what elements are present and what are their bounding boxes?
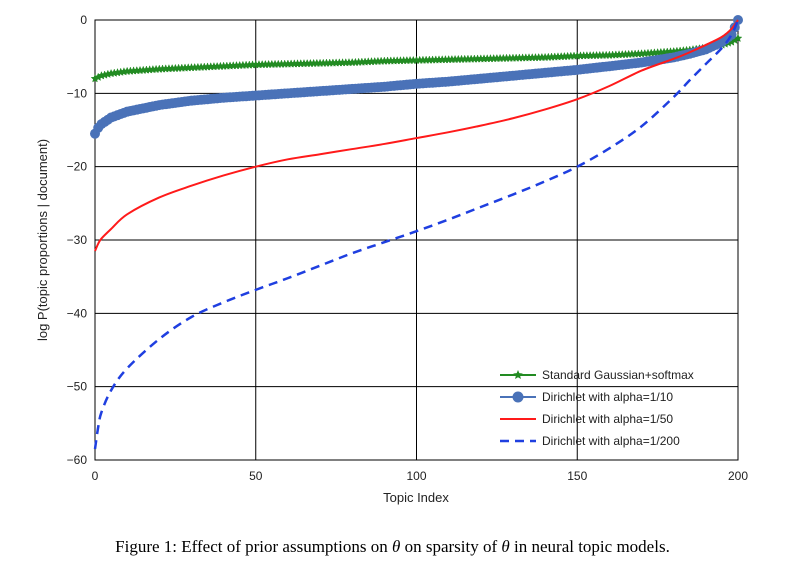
- y-tick-label: −20: [67, 160, 88, 174]
- legend-label: Dirichlet with alpha=1/50: [542, 412, 673, 426]
- series-2: [90, 15, 743, 139]
- tick-labels: 0 50 100 150 200 0 −10 −20 −30 −40 −50 −60: [67, 13, 749, 483]
- y-tick-label: −40: [67, 306, 88, 320]
- caption-prefix: Figure 1: Effect of prior assumptions on: [115, 537, 392, 556]
- x-axis-label: Topic Index: [383, 490, 449, 505]
- legend-item: Dirichlet with alpha=1/10: [500, 390, 673, 404]
- legend-label: Dirichlet with alpha=1/200: [542, 434, 680, 448]
- legend-marker: [512, 391, 524, 403]
- x-tick-label: 0: [92, 469, 99, 483]
- legend-label: Standard Gaussian+softmax: [542, 368, 694, 382]
- series-layer: [90, 15, 743, 450]
- y-tick-label: −60: [67, 453, 88, 467]
- legend-item: Dirichlet with alpha=1/50: [500, 412, 673, 426]
- x-tick-label: 50: [249, 469, 263, 483]
- series-line: [93, 19, 740, 450]
- legend-item: Dirichlet with alpha=1/200: [500, 434, 680, 448]
- chart: 0 50 100 150 200 0 −10 −20 −30 −40 −50 −60 Topic In…: [35, 13, 749, 505]
- legend-label: Dirichlet with alpha=1/10: [542, 390, 673, 404]
- y-tick-label: −50: [67, 380, 88, 394]
- x-tick-label: 100: [406, 469, 426, 483]
- y-axis-label: log P(topic proportions | document): [35, 139, 50, 341]
- x-tick-label: 150: [567, 469, 587, 483]
- y-tick-label: −30: [67, 233, 88, 247]
- caption-middle: on sparsity of: [400, 537, 502, 556]
- legend-marker: [513, 370, 523, 380]
- legend: Standard Gaussian+softmax Dirichlet with …: [500, 368, 694, 448]
- y-tick-label: −10: [67, 86, 88, 100]
- series-1: [90, 33, 743, 83]
- series-4: [93, 19, 740, 450]
- series-3: [94, 19, 739, 252]
- figure-caption: Figure 1: Effect of prior assumptions on…: [0, 537, 785, 557]
- legend-item: Standard Gaussian+softmax: [500, 368, 694, 382]
- caption-theta-1: θ: [392, 537, 401, 556]
- y-tick-label: 0: [80, 13, 87, 27]
- caption-theta-2: θ: [501, 537, 510, 556]
- series-line: [94, 19, 739, 252]
- x-tick-label: 200: [728, 469, 748, 483]
- caption-suffix: in neural topic models.: [509, 537, 670, 556]
